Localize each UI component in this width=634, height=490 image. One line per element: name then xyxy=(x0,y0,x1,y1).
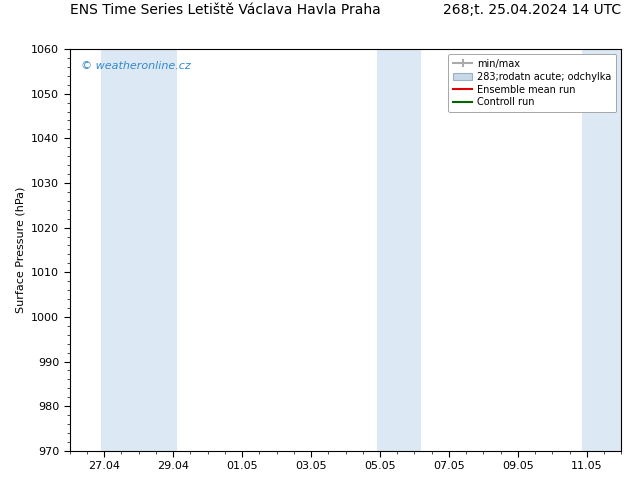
Bar xyxy=(581,49,621,451)
Bar xyxy=(101,49,177,451)
Y-axis label: Surface Pressure (hPa): Surface Pressure (hPa) xyxy=(16,187,25,313)
Text: Sm: Sm xyxy=(448,59,463,69)
Text: 268;t. 25.04.2024 14 UTC: 268;t. 25.04.2024 14 UTC xyxy=(443,3,621,17)
Bar xyxy=(377,49,422,451)
Legend: min/max, 283;rodatn acute; odchylka, Ensemble mean run, Controll run: min/max, 283;rodatn acute; odchylka, Ens… xyxy=(448,54,616,112)
Text: © weatheronline.cz: © weatheronline.cz xyxy=(81,61,191,71)
Text: ENS Time Series Letiště Václava Havla Praha: ENS Time Series Letiště Václava Havla Pr… xyxy=(70,3,380,17)
